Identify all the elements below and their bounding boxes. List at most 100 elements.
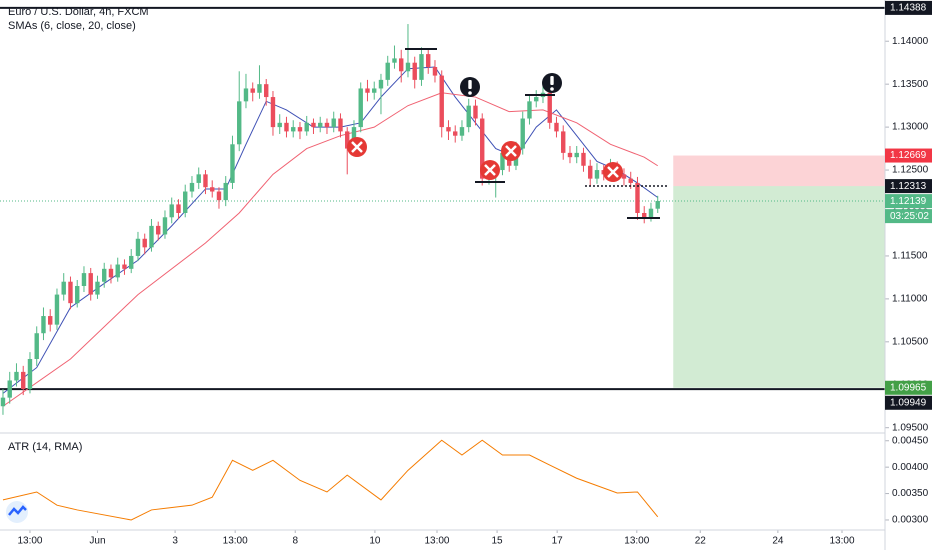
price-badge xyxy=(885,148,932,163)
candle-body xyxy=(311,122,316,128)
candle-body xyxy=(621,174,627,179)
price-badge-label: 03:25:02 xyxy=(890,211,929,222)
x-tick-label: 15 xyxy=(492,536,504,547)
candle-body xyxy=(277,122,282,128)
candle-body xyxy=(162,217,168,235)
candle-body xyxy=(581,152,586,166)
x-tick-label: 3 xyxy=(172,536,178,547)
x-tick-label: 10 xyxy=(369,536,381,547)
candle-body xyxy=(196,174,201,183)
x-tick-label: 13:00 xyxy=(223,536,248,547)
candle-body xyxy=(291,127,296,132)
candle-body xyxy=(588,165,593,179)
y-tick-label: 1.10500 xyxy=(892,336,929,347)
candle-body xyxy=(378,79,384,89)
price-badge-label: 1.12313 xyxy=(890,181,927,192)
candle-body xyxy=(156,225,161,235)
candle-body xyxy=(14,371,19,381)
price-badge xyxy=(885,0,932,15)
x-tick-label: 24 xyxy=(772,536,784,547)
y-tick-label: 1.12500 xyxy=(892,165,929,176)
candle-body xyxy=(257,84,262,93)
candle-body xyxy=(655,200,660,209)
candle-body xyxy=(48,316,53,325)
cross-icon xyxy=(347,137,367,157)
atr-y-tick-label: 0.00300 xyxy=(892,515,929,526)
candle-body xyxy=(439,75,444,128)
candle-body xyxy=(108,268,114,278)
x-tick-label: 13:00 xyxy=(17,536,42,547)
sma-line xyxy=(2,66,659,394)
candle-body xyxy=(628,178,633,183)
price-badge-label: 1.09965 xyxy=(890,382,927,393)
cross-icon xyxy=(603,162,623,182)
candle-body xyxy=(594,170,600,179)
candle-body xyxy=(324,122,330,128)
candle-body xyxy=(365,88,370,93)
candle-body xyxy=(7,380,12,398)
candle-body xyxy=(304,122,309,132)
candle-body xyxy=(243,88,249,102)
candle-body xyxy=(129,255,134,269)
x-tick-label: 13:00 xyxy=(624,536,649,547)
x-tick-label: 13:00 xyxy=(424,536,449,547)
candle-body xyxy=(115,264,120,278)
candle-body xyxy=(480,118,485,179)
candle-body xyxy=(135,238,141,256)
x-tick-label: 13:00 xyxy=(829,536,854,547)
candle-body xyxy=(419,54,424,80)
candle-body xyxy=(230,144,235,183)
y-tick-label: 1.13500 xyxy=(892,79,929,90)
chart-title: Euro / U.S. Dollar, 4h, FXCM xyxy=(8,6,149,18)
indicator-title: SMAs (6, close, 20, close) xyxy=(8,20,136,32)
candle-body xyxy=(41,316,46,334)
atr-y-tick-label: 0.00450 xyxy=(892,435,929,446)
candle-body xyxy=(169,204,174,218)
atr-y-tick-label: 0.00400 xyxy=(892,462,929,473)
candle-body xyxy=(102,268,107,282)
candle-body xyxy=(385,62,390,80)
price-badge xyxy=(885,395,932,410)
candle-body xyxy=(95,281,100,295)
price-badge xyxy=(885,179,932,194)
sma-line xyxy=(2,92,658,407)
candle-body xyxy=(392,58,397,63)
cross-icon xyxy=(501,141,521,161)
price-badge-label: 1.14388 xyxy=(890,3,927,14)
candle-body xyxy=(574,152,579,158)
logo xyxy=(6,501,28,523)
candle-body xyxy=(223,182,228,201)
x-tick-label: 22 xyxy=(695,536,707,547)
atr-y-tick-label: 0.00350 xyxy=(892,488,929,499)
y-tick-label: 1.11500 xyxy=(892,251,928,262)
candle-body xyxy=(81,273,87,286)
candle-body xyxy=(270,97,276,128)
candle-body xyxy=(210,187,215,192)
candle-body xyxy=(176,204,181,213)
candle-body xyxy=(432,66,438,76)
candle-body xyxy=(547,92,552,123)
candle-body xyxy=(453,131,458,136)
atr-title: ATR (14, RMA) xyxy=(8,441,82,453)
candle-body xyxy=(500,152,505,171)
y-tick-label: 1.13000 xyxy=(892,122,929,133)
candle-body xyxy=(554,122,559,132)
candle-body xyxy=(446,127,451,132)
price-badge-label: 1.12669 xyxy=(890,150,927,161)
candle-body xyxy=(21,371,26,390)
position-tool xyxy=(673,155,885,388)
candle-body xyxy=(75,285,80,304)
price-badge xyxy=(885,380,932,395)
candle-body xyxy=(331,118,336,128)
candle-body xyxy=(189,182,195,192)
candle-body xyxy=(216,191,222,201)
price-badge xyxy=(885,194,932,209)
candle-body xyxy=(561,131,566,153)
alert-icon xyxy=(460,77,480,97)
candle-body xyxy=(399,58,404,72)
candle-body xyxy=(358,88,363,128)
candle-body xyxy=(405,62,411,72)
candle-body xyxy=(338,118,343,132)
candle-body xyxy=(473,105,478,119)
